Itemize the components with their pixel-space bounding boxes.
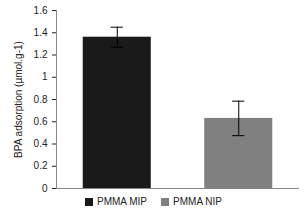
html-text:PMMA NIP: PMMA NIP bbox=[173, 196, 222, 207]
svg-text:0: 0 bbox=[42, 183, 48, 194]
svg-text:0.6: 0.6 bbox=[34, 116, 48, 127]
svg-text:1: 1 bbox=[42, 71, 48, 82]
svg-text:1.6: 1.6 bbox=[34, 5, 48, 16]
svg-text:0.4: 0.4 bbox=[34, 138, 48, 149]
svg-text:0.8: 0.8 bbox=[34, 94, 48, 105]
html-text:PMMA MIP: PMMA MIP bbox=[97, 196, 147, 207]
svg-text:BPA adsorption (µmol.g-1): BPA adsorption (µmol.g-1) bbox=[13, 41, 24, 158]
svg-text:0.2: 0.2 bbox=[34, 160, 48, 171]
svg-text:1.2: 1.2 bbox=[34, 49, 48, 60]
svg-text:1.4: 1.4 bbox=[34, 27, 48, 38]
